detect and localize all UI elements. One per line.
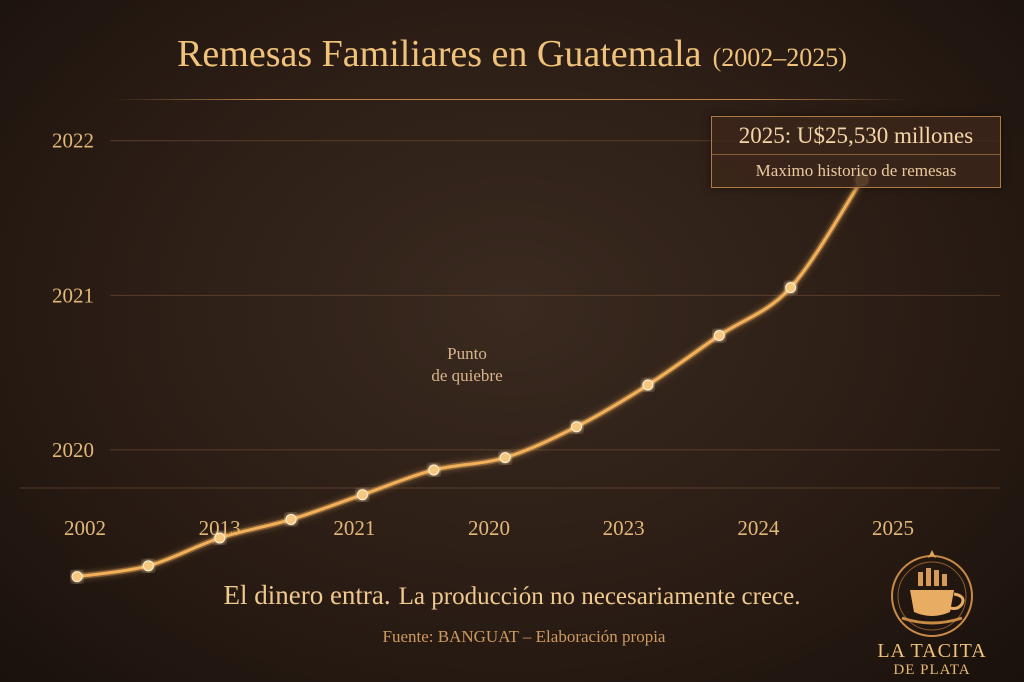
x-axis: 2002 2013 2021 2020 2023 2024 2025 [64, 516, 914, 540]
data-point-6 [499, 452, 511, 464]
tagline-part-2: La producción no necesariamente crece. [398, 583, 801, 610]
data-point-8 [642, 379, 654, 391]
data-point-1 [142, 560, 154, 572]
data-point-4 [356, 489, 368, 501]
y-axis: 2020 2021 2022 [52, 129, 94, 462]
annotation-line-1: Punto [447, 344, 487, 363]
source-note: Fuente: BANGUAT – Elaboración propia [382, 627, 666, 646]
tagline: El dinero entra. La producción no necesa… [0, 580, 1024, 611]
coffee-cup-icon [891, 550, 973, 637]
title-divider [110, 99, 910, 100]
data-point-5 [428, 464, 440, 476]
data-point-2 [214, 532, 226, 544]
x-tick-3: 2020 [468, 516, 510, 540]
data-point-10 [785, 282, 797, 294]
data-point-9 [713, 330, 725, 342]
data-point-7 [571, 421, 583, 433]
tagline-part-1: El dinero entra. [223, 580, 391, 610]
x-tick-6: 2025 [872, 516, 914, 540]
data-point-3 [285, 513, 297, 525]
brand-logo: LA TACITA DE PLATA [862, 548, 1002, 682]
x-tick-0: 2002 [64, 516, 106, 540]
y-tick-2021: 2021 [52, 283, 94, 307]
callout-subline: Maximo historico de remesas [755, 161, 957, 180]
x-tick-5: 2024 [737, 516, 780, 540]
y-tick-2020: 2020 [52, 438, 94, 462]
x-tick-4: 2023 [603, 516, 645, 540]
chart-title: Remesas Familiares en Guatemala (2002–20… [0, 32, 1024, 76]
x-tick-2: 2021 [333, 516, 375, 540]
data-point-0 [71, 571, 83, 583]
y-tick-2022: 2022 [52, 129, 94, 153]
annotation-line-2: de quiebre [431, 366, 502, 385]
logo-name: LA TACITA [877, 640, 987, 662]
annotation-punto-de-quiebre: Punto de quiebre [431, 344, 502, 385]
chart-title-range: (2002–2025) [712, 43, 847, 72]
peak-callout: 2025: U$25,530 millones Maximo historico… [711, 116, 1001, 188]
logo-subname: DE PLATA [893, 662, 971, 678]
chart-title-main: Remesas Familiares en Guatemala [177, 33, 702, 75]
callout-headline: 2025: U$25,530 millones [712, 117, 1000, 155]
